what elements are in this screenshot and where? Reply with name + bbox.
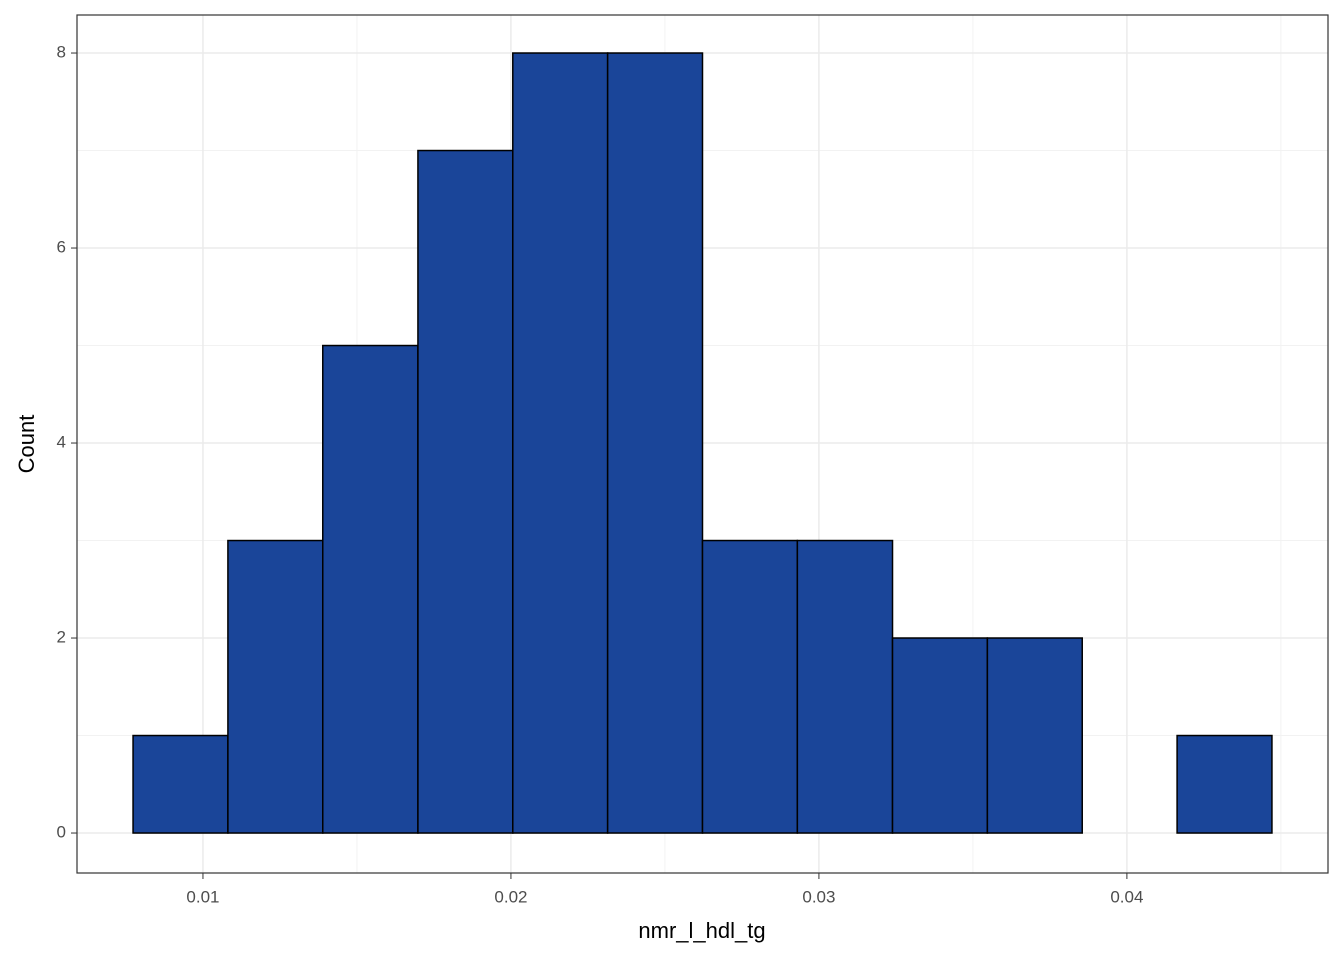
y-tick-label: 2: [57, 628, 66, 647]
y-tick-label: 8: [57, 43, 66, 62]
panel-border: [76, 14, 1329, 874]
bar: [796, 539, 894, 834]
bar: [891, 637, 989, 834]
y-axis-title: Count: [14, 415, 39, 474]
x-tick-label: 0.03: [802, 887, 835, 906]
x-tick-label: 0.02: [494, 887, 527, 906]
bar: [322, 344, 419, 834]
bar: [132, 734, 229, 834]
x-tick-label: 0.04: [1110, 887, 1143, 906]
y-tick-label: 4: [57, 433, 66, 452]
bar: [1176, 734, 1273, 834]
bar: [701, 539, 799, 834]
x-axis-title: nmr_l_hdl_tg: [638, 918, 765, 943]
y-tick-label: 0: [57, 823, 66, 842]
bar: [227, 539, 324, 834]
bar: [417, 149, 514, 834]
bar: [986, 637, 1083, 834]
bar: [512, 52, 609, 834]
y-tick-label: 6: [57, 238, 66, 257]
x-tick-label: 0.01: [186, 887, 219, 906]
bar: [606, 52, 704, 834]
